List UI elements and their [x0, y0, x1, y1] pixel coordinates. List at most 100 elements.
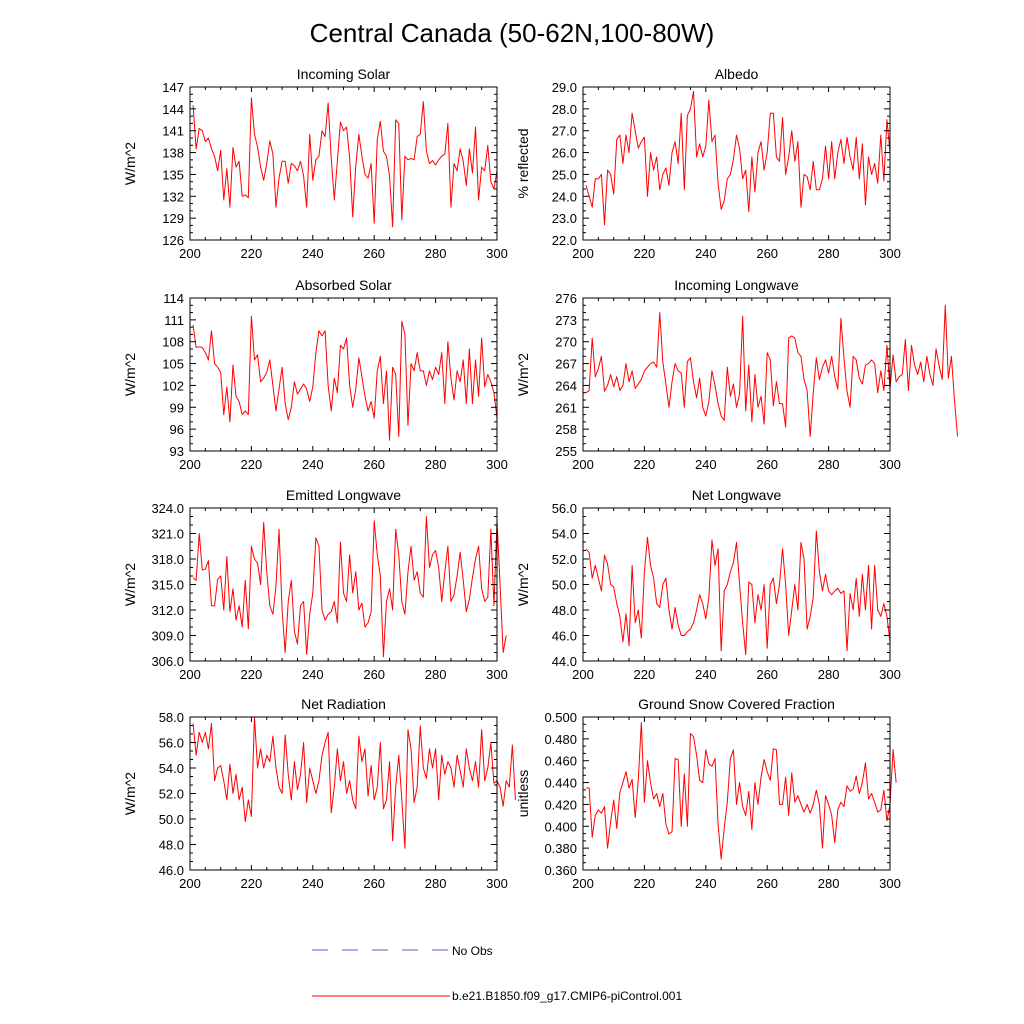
x-tick-label: 300 — [879, 876, 901, 891]
y-axis-label-ground-snow-covered-fraction: unitless — [515, 770, 531, 817]
y-tick-label: 0.420 — [544, 797, 577, 812]
x-tick-label: 280 — [425, 876, 447, 891]
x-tick-label: 240 — [302, 876, 324, 891]
x-tick-label: 300 — [879, 246, 901, 261]
x-tick-label: 260 — [363, 876, 385, 891]
x-tick-label: 300 — [879, 667, 901, 682]
panel-title-net-radiation: Net Radiation — [301, 696, 386, 712]
x-tick-label: 220 — [634, 876, 656, 891]
y-axis-label-albedo: % reflected — [515, 128, 531, 198]
x-tick-label: 220 — [241, 457, 263, 472]
y-tick-label: 58.0 — [159, 710, 184, 725]
x-tick-label: 220 — [634, 667, 656, 682]
x-tick-label: 260 — [363, 667, 385, 682]
y-tick-label: 0.440 — [544, 776, 577, 791]
x-tick-label: 260 — [756, 246, 778, 261]
legend: No Obs b.e21.B1850.f09_g17.CMIP6-piContr… — [312, 944, 682, 1003]
x-tick-label: 220 — [634, 246, 656, 261]
x-tick-label: 300 — [486, 876, 508, 891]
y-tick-label: 318.0 — [151, 552, 184, 567]
x-tick-label: 240 — [695, 667, 717, 682]
y-tick-label: 105 — [162, 357, 184, 372]
series-line-incoming-solar — [192, 97, 498, 228]
y-tick-label: 93 — [170, 444, 184, 459]
y-axis-label-emitted-longwave: W/m^2 — [122, 563, 138, 606]
x-tick-label: 240 — [302, 246, 324, 261]
plot-frame-incoming-solar — [189, 86, 498, 241]
plot-frame-net-radiation — [189, 716, 498, 871]
series-line-net-radiation — [192, 716, 516, 849]
x-tick-label: 200 — [572, 667, 594, 682]
y-tick-label: 99 — [170, 400, 184, 415]
panel-emitted-longwave: Emitted Longwave W/m^2 200 220 240 260 280 300 3… — [122, 487, 508, 682]
y-tick-label: 44.0 — [552, 654, 577, 669]
x-tick-label: 300 — [486, 246, 508, 261]
series-line-ground-snow-covered-fraction — [586, 721, 897, 860]
plot-frame-ground-snow-covered-fraction — [582, 716, 891, 871]
x-tick-label: 200 — [572, 246, 594, 261]
x-tick-label: 200 — [572, 876, 594, 891]
y-tick-label: 108 — [162, 335, 184, 350]
x-tick-label: 280 — [425, 246, 447, 261]
figure-title: Central Canada (50-62N,100-80W) — [310, 18, 715, 48]
y-tick-label: 0.500 — [544, 710, 577, 725]
series-line-incoming-longwave — [585, 304, 959, 437]
y-tick-label: 54.0 — [552, 527, 577, 542]
panel-title-emitted-longwave: Emitted Longwave — [286, 487, 401, 503]
y-tick-label: 23.0 — [552, 211, 577, 226]
y-tick-label: 46.0 — [552, 629, 577, 644]
y-tick-label: 273 — [555, 313, 577, 328]
panel-title-absorbed-solar: Absorbed Solar — [295, 277, 392, 293]
y-tick-label: 315.0 — [151, 578, 184, 593]
x-tick-label: 280 — [818, 667, 840, 682]
y-tick-label: 0.460 — [544, 754, 577, 769]
y-tick-label: 312.0 — [151, 603, 184, 618]
y-tick-label: 29.0 — [552, 80, 577, 95]
series-line-net-longwave — [585, 530, 891, 656]
series-line-emitted-longwave — [192, 516, 507, 658]
y-tick-label: 141 — [162, 124, 184, 139]
y-axis-label-absorbed-solar: W/m^2 — [122, 353, 138, 396]
panel-ground-snow-covered-fraction: Ground Snow Covered Fraction unitless 200 2… — [515, 696, 901, 891]
y-tick-label: 27.0 — [552, 124, 577, 139]
x-tick-label: 240 — [302, 457, 324, 472]
x-tick-label: 220 — [241, 246, 263, 261]
panels: Incoming Solar W/m^2 200 220 240 260 280 300 126… — [122, 66, 959, 891]
y-tick-label: 258 — [555, 422, 577, 437]
y-tick-label: 147 — [162, 80, 184, 95]
panel-net-radiation: Net Radiation W/m^2 200 220 240 260 280 300 46.0… — [122, 696, 516, 891]
panel-title-ground-snow-covered-fraction: Ground Snow Covered Fraction — [638, 696, 835, 712]
y-tick-label: 102 — [162, 378, 184, 393]
y-tick-label: 129 — [162, 211, 184, 226]
panel-incoming-solar: Incoming Solar W/m^2 200 220 240 260 280 300 126… — [122, 66, 508, 261]
y-tick-label: 48.0 — [552, 603, 577, 618]
x-tick-label: 280 — [425, 457, 447, 472]
y-tick-label: 267 — [555, 357, 577, 372]
y-tick-label: 54.0 — [159, 761, 184, 776]
y-tick-label: 264 — [555, 378, 577, 393]
panel-title-albedo: Albedo — [715, 66, 759, 82]
plot-frame-incoming-longwave — [582, 297, 891, 452]
x-tick-label: 260 — [756, 876, 778, 891]
y-tick-label: 56.0 — [159, 736, 184, 751]
y-tick-label: 309.0 — [151, 629, 184, 644]
y-tick-label: 50.0 — [159, 812, 184, 827]
y-tick-label: 0.360 — [544, 863, 577, 878]
y-tick-label: 324.0 — [151, 501, 184, 516]
x-tick-label: 240 — [302, 667, 324, 682]
y-axis-label-net-radiation: W/m^2 — [122, 772, 138, 815]
x-tick-label: 260 — [756, 457, 778, 472]
y-tick-label: 52.0 — [552, 552, 577, 567]
y-tick-label: 0.480 — [544, 732, 577, 747]
x-tick-label: 280 — [818, 457, 840, 472]
x-tick-label: 220 — [634, 457, 656, 472]
y-tick-label: 306.0 — [151, 654, 184, 669]
plot-frame-emitted-longwave — [189, 507, 498, 662]
panel-net-longwave: Net Longwave W/m^2 200 220 240 260 280 300 44.0 4… — [515, 487, 901, 682]
x-tick-label: 200 — [179, 667, 201, 682]
y-tick-label: 50.0 — [552, 578, 577, 593]
y-tick-label: 0.400 — [544, 819, 577, 834]
x-tick-label: 260 — [363, 457, 385, 472]
y-tick-label: 276 — [555, 291, 577, 306]
